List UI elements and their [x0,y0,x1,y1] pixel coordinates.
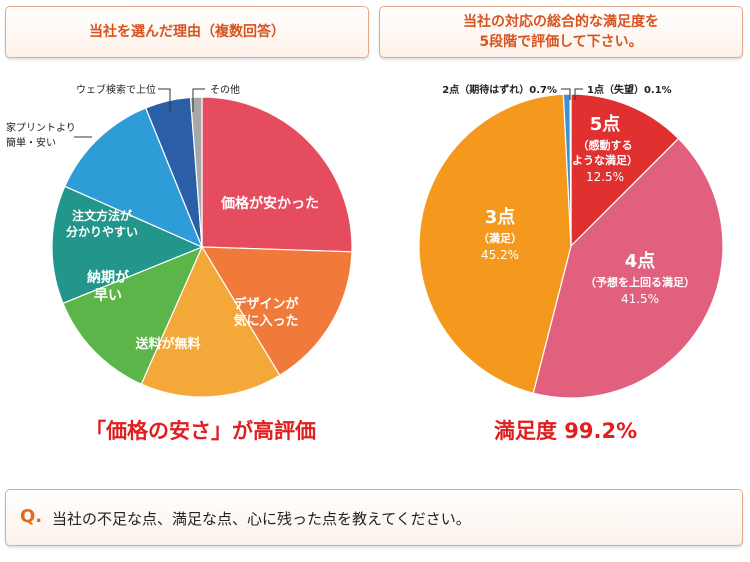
pie1-label-4: 1点（失望）0.1% [587,83,672,96]
pie0-slice-5 [64,107,204,249]
pie0-label-2: 送料が無料 [134,336,200,352]
left-chart-header: 当社を選んだ理由（複数回答） [5,6,369,58]
right-chart-caption: 満足度 99.2% [494,419,638,443]
pie0-slice-7 [189,96,203,248]
pie1-slice-0 [570,93,680,248]
pie0-label-6: ウェブ検索で上位 [76,83,156,96]
pie0-label-3: 納期が早い [87,269,130,304]
question-mark: Q. [20,506,43,527]
pie1-label-0: 5点（感動するような満足） 12.5% [572,113,638,184]
left-chart-title: 当社を選んだ理由（複数回答） [89,24,285,40]
pie0-slice-3 [62,245,204,385]
pie1-leader-3 [561,88,571,100]
pie0-label-7: その他 [210,83,240,96]
pie0-slice-0 [201,96,353,253]
pie0-slice-2 [140,245,281,398]
pie0-label-4: 注文方法が分かりやすい [66,208,138,239]
pie1-leader-4 [574,88,583,100]
right-chart-title-line1: 当社の対応の総合的な満足度を [463,14,659,30]
pie0-slice-1 [200,246,353,377]
pie1-slice-2 [418,93,572,394]
pie0-slice-4 [51,185,204,305]
pie0-leader-6 [158,88,171,112]
pie1-label-1: 4点（予想を上回る満足） 41.5% [585,250,695,306]
question-box: Q. 当社の不足な点、満足な点、心に残った点を教えてください。 [5,489,743,546]
question-text: 当社の不足な点、満足な点、心に残った点を教えてください。 [52,510,471,528]
pie1-slice-1 [532,137,724,399]
pie1-label-3: 2点（期待はずれ）0.7% [442,83,557,96]
right-chart-title-line2: 5段階で評価して下さい。 [479,34,643,50]
pie0-label-1: デザインが気に入った [233,296,298,329]
pie0-label-0: 価格が安かった [220,195,319,212]
pie0-leader-7 [192,88,205,112]
pie1-label-2: 3点（満足） 45.2% [478,206,522,262]
right-chart-header: 当社の対応の総合的な満足度を 5段階で評価して下さい。 [379,6,743,58]
pie0-label-5: 家プリントより簡単・安い [6,121,76,149]
left-chart-caption: 「価格の安さ」が高評価 [85,419,316,443]
